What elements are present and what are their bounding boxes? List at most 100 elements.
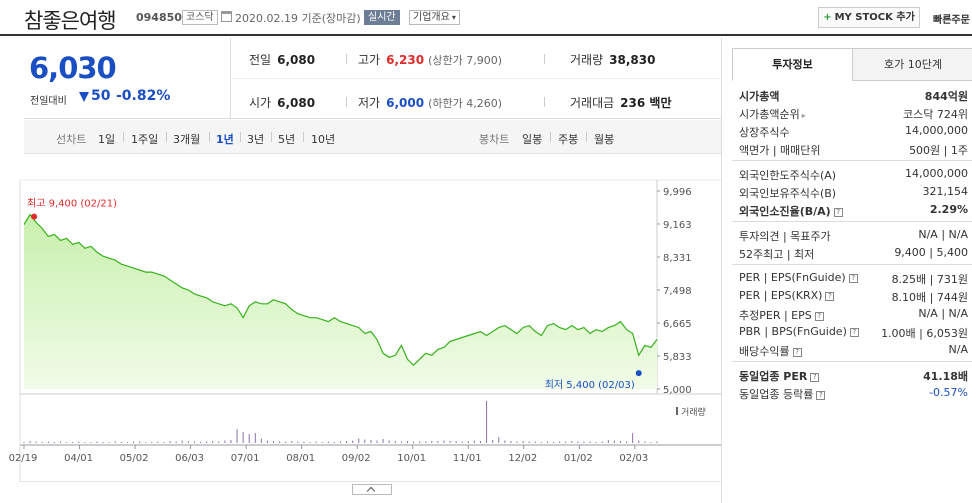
x-tick-label: 02/03	[619, 453, 648, 464]
help-icon[interactable]: ?	[848, 274, 858, 283]
x-tick-label: 05/02	[120, 453, 149, 464]
period-1d-button[interactable]: 1일	[98, 133, 116, 146]
info-key: 상장주식수	[739, 124, 790, 140]
info-value: 9,400 | 5,400	[894, 246, 968, 259]
period-5y-button[interactable]: 5년	[278, 133, 296, 146]
x-tick-label: 11/01	[453, 453, 482, 464]
info-key: 투자의견 | 목표주가	[739, 228, 831, 244]
low-value: 6,000	[386, 96, 425, 110]
info-value: N/A | N/A	[918, 228, 968, 241]
info-tabs: 투자정보 호가 10단계	[732, 48, 972, 81]
tab-invest-info[interactable]: 투자정보	[732, 48, 853, 81]
realtime-button[interactable]: 실시간	[364, 10, 400, 25]
candle-daily-button[interactable]: 일봉	[522, 133, 543, 146]
info-value-text: 8.10배 | 744원	[891, 291, 968, 304]
period-3m-button[interactable]: 3개월	[173, 133, 201, 146]
info-row: 배당수익률? N/A	[732, 340, 972, 358]
upper-limit: (상한가 7,900)	[428, 54, 502, 67]
info-value: -0.57%	[929, 386, 968, 399]
info-key: 52주최고 | 최저	[739, 246, 814, 262]
low-label: 저가	[358, 96, 381, 110]
info-row: 시가총액순위 ▸ 코스닥 724위	[732, 103, 972, 121]
line-chart-label: 선차트	[56, 133, 87, 146]
y-tick-label: 9,163	[663, 220, 692, 231]
x-tick-label: 12/02	[508, 453, 537, 464]
period-10y-button[interactable]: 10년	[311, 133, 336, 146]
info-value: 41.18배	[923, 368, 968, 384]
quote-date: 2020.02.19 기준(장마감)	[235, 12, 361, 25]
prev-close-label: 전일	[249, 53, 272, 67]
info-key-text: 투자의견 | 목표주가	[739, 230, 831, 243]
help-icon[interactable]: ?	[849, 328, 859, 337]
toolbar-divider	[209, 132, 210, 142]
info-key-text: PBR | BPS(FnGuide)	[739, 325, 847, 338]
price-area-fill	[24, 214, 657, 389]
info-value: 1.00배 | 6,053원	[881, 325, 968, 341]
info-key-text: 시가총액	[739, 90, 780, 103]
tab-order-book[interactable]: 호가 10단계	[852, 48, 972, 81]
help-icon[interactable]: ?	[825, 292, 835, 301]
add-mystock-label: MY STOCK 추가	[834, 12, 915, 23]
info-value: N/A | N/A	[918, 307, 968, 320]
help-icon[interactable]: ?	[816, 391, 826, 400]
info-key: 외국인한도주식수(A)	[739, 167, 836, 183]
caret-right-icon[interactable]: ▸	[801, 111, 806, 120]
current-price: 6,030	[29, 51, 117, 85]
info-value: N/A	[949, 343, 968, 356]
y-tick-label: 7,498	[663, 286, 692, 297]
expand-chart-button[interactable]	[352, 484, 392, 496]
info-row: 외국인한도주식수(A) 14,000,000	[732, 164, 972, 182]
add-mystock-button[interactable]: + MY STOCK 추가	[818, 7, 920, 28]
period-1w-button[interactable]: 1주일	[131, 133, 159, 146]
info-key: 외국인보유주식수(B)	[739, 185, 836, 201]
info-value: 8.10배 | 744원	[892, 289, 968, 305]
info-row: 추정PER | EPS? N/A | N/A	[732, 304, 972, 322]
info-row: PER | EPS(FnGuide)? 8.25배 | 731원	[732, 268, 972, 286]
info-group: 투자의견 | 목표주가 N/A | N/A 52주최고 | 최저 9,400 | 5,…	[732, 222, 972, 265]
info-row: 52주최고 | 최저 9,400 | 5,400	[732, 243, 972, 261]
volume: 거래량 38,830	[570, 51, 655, 68]
info-row: 동일업종 등락률? -0.57%	[732, 383, 972, 401]
info-key-text: 배당수익률	[739, 345, 790, 358]
quote-divider	[544, 54, 545, 64]
info-value: 8.25배 | 731원	[892, 271, 968, 287]
info-key: 동일업종 등락률?	[739, 386, 826, 402]
open-label: 시가	[249, 96, 272, 110]
chevron-up-icon	[366, 486, 376, 496]
toolbar-divider	[240, 132, 241, 142]
help-icon[interactable]: ?	[810, 373, 820, 382]
info-value: 844억원	[925, 88, 968, 104]
company-overview-dropdown[interactable]: 기업개요 ▾	[409, 10, 460, 25]
help-icon[interactable]: ?	[792, 348, 802, 357]
volume-value: 38,830	[609, 53, 656, 67]
info-row: 외국인소진율(B/A)? 2.29%	[732, 200, 972, 218]
info-row: 투자의견 | 목표주가 N/A | N/A	[732, 225, 972, 243]
quote-divider	[346, 97, 347, 107]
info-value: 14,000,000	[905, 167, 968, 180]
help-icon[interactable]: ?	[833, 208, 843, 217]
y-tick-label: 5,000	[663, 385, 692, 396]
volume-legend-icon	[676, 407, 678, 415]
info-key-text: 외국인한도주식수(A)	[739, 169, 837, 182]
quick-order-link[interactable]: 빠른주문	[933, 15, 970, 26]
period-1y-button[interactable]: 1년	[216, 133, 234, 146]
candle-weekly-button[interactable]: 주봉	[558, 133, 579, 146]
info-row: 액면가 | 매매단위 500원 | 1주	[732, 139, 972, 157]
x-tick-label: 08/01	[286, 453, 315, 464]
info-key: PBR | BPS(FnGuide)?	[739, 325, 859, 338]
stock-code: 094850	[136, 11, 182, 24]
info-value: 14,000,000	[905, 124, 968, 137]
info-value: 2.29%	[930, 203, 968, 216]
help-icon[interactable]: ?	[814, 312, 824, 321]
company-overview-label: 기업개요	[413, 12, 450, 23]
info-key: 동일업종 PER?	[739, 368, 820, 384]
stock-header: 참좋은여행 094850 코스닥 2020.02.19 기준(장마감) 실시간 …	[0, 0, 972, 36]
toolbar-divider	[586, 132, 587, 142]
period-3y-button[interactable]: 3년	[247, 133, 265, 146]
candle-monthly-button[interactable]: 월봉	[594, 133, 615, 146]
info-key: 시가총액순위 ▸	[739, 106, 806, 122]
info-value: 500원 | 1주	[909, 142, 968, 158]
price-chart: 9,996 9,163 8,331 7,498 6,665 5,833 5,000 최고 9,…	[9, 179, 721, 482]
